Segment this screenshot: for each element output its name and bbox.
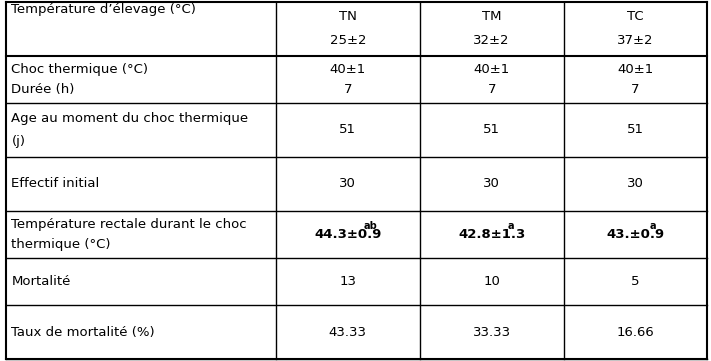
Text: 5: 5: [631, 275, 640, 288]
Text: 40±1: 40±1: [330, 62, 366, 75]
Text: 7: 7: [488, 83, 496, 96]
Text: a: a: [508, 221, 514, 231]
Text: 25±2: 25±2: [329, 34, 366, 47]
Text: Taux de mortalité (%): Taux de mortalité (%): [11, 326, 155, 339]
Text: 43.33: 43.33: [328, 326, 367, 339]
Text: 7: 7: [631, 83, 640, 96]
Text: 43.±0.9: 43.±0.9: [606, 228, 665, 241]
Text: 40±1: 40±1: [617, 62, 653, 75]
Text: 37±2: 37±2: [617, 34, 654, 47]
Text: 13: 13: [339, 275, 356, 288]
Text: 51: 51: [627, 123, 644, 136]
Text: thermique (°C): thermique (°C): [11, 238, 111, 251]
Text: 30: 30: [627, 178, 644, 191]
Text: Durée (h): Durée (h): [11, 83, 75, 96]
Text: Effectif initial: Effectif initial: [11, 178, 100, 191]
Text: 16.66: 16.66: [616, 326, 654, 339]
Text: TN: TN: [339, 10, 357, 23]
Text: Age au moment du choc thermique: Age au moment du choc thermique: [11, 112, 249, 125]
Text: TM: TM: [482, 10, 501, 23]
Text: TC: TC: [627, 10, 644, 23]
Text: (j): (j): [11, 135, 26, 148]
Text: 30: 30: [339, 178, 356, 191]
Text: 32±2: 32±2: [474, 34, 510, 47]
Text: 40±1: 40±1: [474, 62, 510, 75]
Text: 42.8±1.3: 42.8±1.3: [458, 228, 525, 241]
Text: Température d’élevage (°C): Température d’élevage (°C): [11, 3, 196, 16]
Text: 51: 51: [483, 123, 500, 136]
Text: 7: 7: [343, 83, 352, 96]
Text: Température rectale durant le choc: Température rectale durant le choc: [11, 218, 247, 231]
Text: a: a: [649, 221, 656, 231]
Text: 30: 30: [483, 178, 500, 191]
Text: 33.33: 33.33: [473, 326, 510, 339]
Text: 10: 10: [483, 275, 500, 288]
Text: 44.3±0.9: 44.3±0.9: [314, 228, 382, 241]
Text: 51: 51: [339, 123, 356, 136]
Text: ab: ab: [364, 221, 378, 231]
Text: Mortalité: Mortalité: [11, 275, 71, 288]
Text: Choc thermique (°C): Choc thermique (°C): [11, 62, 149, 75]
